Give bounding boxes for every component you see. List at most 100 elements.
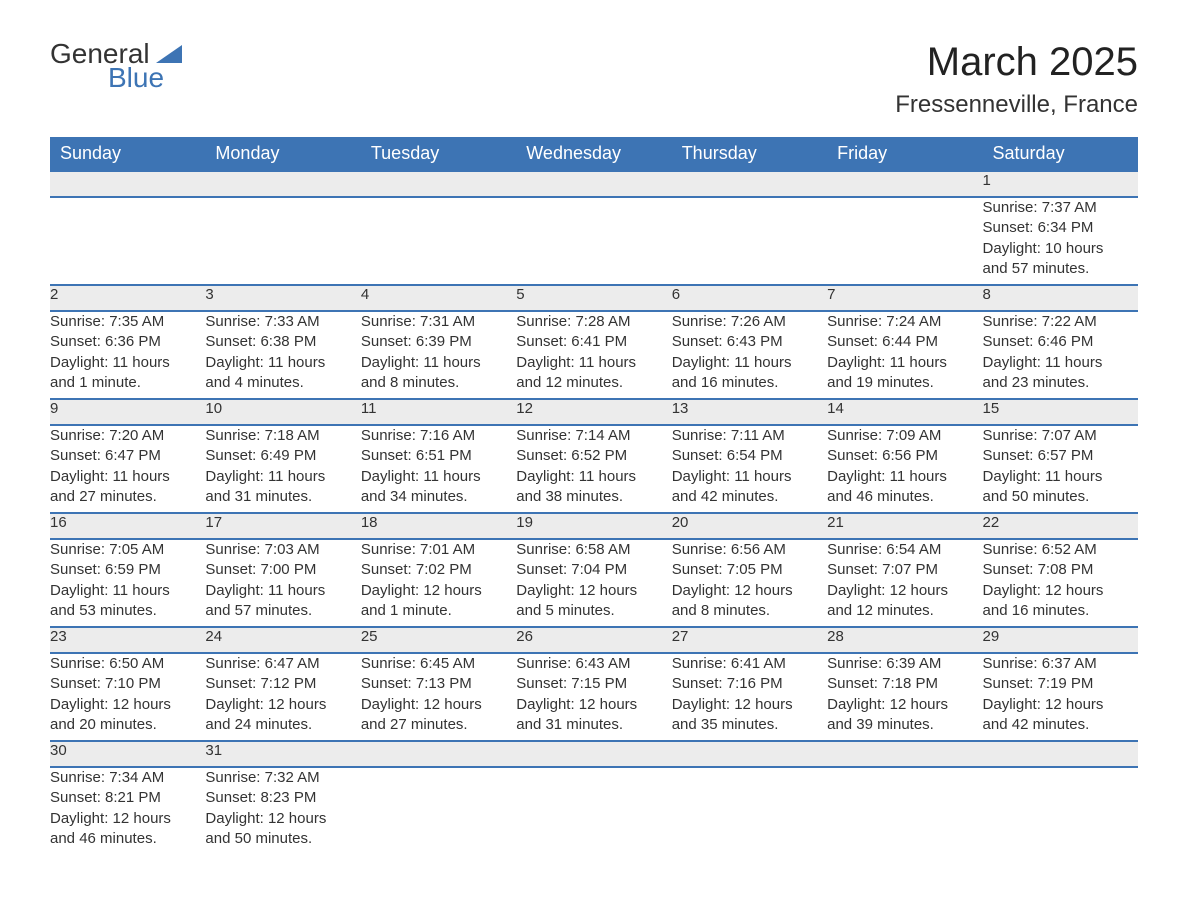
month-title: March 2025 bbox=[895, 40, 1138, 85]
day-number-cell: 17 bbox=[205, 513, 360, 539]
logo-word2: Blue bbox=[108, 64, 164, 92]
day-d1: Daylight: 12 hours bbox=[361, 695, 516, 715]
day-details-cell bbox=[361, 197, 516, 285]
day-number-cell: 9 bbox=[50, 399, 205, 425]
day-ss: Sunset: 6:59 PM bbox=[50, 560, 205, 580]
day-number-cell: 23 bbox=[50, 627, 205, 653]
day-details-cell: Sunrise: 7:32 AMSunset: 8:23 PMDaylight:… bbox=[205, 767, 360, 855]
day-sr: Sunrise: 7:26 AM bbox=[672, 312, 827, 332]
day-number-cell: 24 bbox=[205, 627, 360, 653]
day-sr: Sunrise: 7:32 AM bbox=[205, 768, 360, 788]
day-d1: Daylight: 12 hours bbox=[827, 695, 982, 715]
day-number-cell: 2 bbox=[50, 285, 205, 311]
day-d1: Daylight: 12 hours bbox=[205, 695, 360, 715]
day-d1: Daylight: 11 hours bbox=[983, 467, 1138, 487]
day-number-cell bbox=[516, 171, 671, 197]
day-ss: Sunset: 6:56 PM bbox=[827, 446, 982, 466]
day-ss: Sunset: 7:04 PM bbox=[516, 560, 671, 580]
weekday-header: Saturday bbox=[983, 137, 1138, 171]
day-sr: Sunrise: 6:58 AM bbox=[516, 540, 671, 560]
day-details-cell: Sunrise: 7:07 AMSunset: 6:57 PMDaylight:… bbox=[983, 425, 1138, 513]
day-d2: and 31 minutes. bbox=[516, 715, 671, 735]
day-d1: Daylight: 11 hours bbox=[205, 467, 360, 487]
day-d1: Daylight: 12 hours bbox=[983, 581, 1138, 601]
header: General Blue March 2025 Fressenneville, … bbox=[50, 40, 1138, 119]
day-sr: Sunrise: 7:24 AM bbox=[827, 312, 982, 332]
day-sr: Sunrise: 6:50 AM bbox=[50, 654, 205, 674]
day-details-cell: Sunrise: 7:33 AMSunset: 6:38 PMDaylight:… bbox=[205, 311, 360, 399]
day-ss: Sunset: 7:07 PM bbox=[827, 560, 982, 580]
day-ss: Sunset: 8:21 PM bbox=[50, 788, 205, 808]
day-d1: Daylight: 11 hours bbox=[672, 353, 827, 373]
day-details-cell: Sunrise: 6:47 AMSunset: 7:12 PMDaylight:… bbox=[205, 653, 360, 741]
day-d1: Daylight: 12 hours bbox=[827, 581, 982, 601]
day-d2: and 24 minutes. bbox=[205, 715, 360, 735]
day-d2: and 34 minutes. bbox=[361, 487, 516, 507]
day-details-cell: Sunrise: 7:22 AMSunset: 6:46 PMDaylight:… bbox=[983, 311, 1138, 399]
day-details-cell: Sunrise: 7:18 AMSunset: 6:49 PMDaylight:… bbox=[205, 425, 360, 513]
day-details-cell: Sunrise: 6:43 AMSunset: 7:15 PMDaylight:… bbox=[516, 653, 671, 741]
day-details-cell: Sunrise: 7:14 AMSunset: 6:52 PMDaylight:… bbox=[516, 425, 671, 513]
day-sr: Sunrise: 6:45 AM bbox=[361, 654, 516, 674]
daynum-row: 23242526272829 bbox=[50, 627, 1138, 653]
day-d1: Daylight: 12 hours bbox=[672, 581, 827, 601]
day-details-cell: Sunrise: 7:16 AMSunset: 6:51 PMDaylight:… bbox=[361, 425, 516, 513]
day-sr: Sunrise: 7:33 AM bbox=[205, 312, 360, 332]
day-details-cell: Sunrise: 7:24 AMSunset: 6:44 PMDaylight:… bbox=[827, 311, 982, 399]
day-d1: Daylight: 11 hours bbox=[983, 353, 1138, 373]
daynum-row: 1 bbox=[50, 171, 1138, 197]
day-sr: Sunrise: 7:14 AM bbox=[516, 426, 671, 446]
day-ss: Sunset: 7:12 PM bbox=[205, 674, 360, 694]
day-ss: Sunset: 6:49 PM bbox=[205, 446, 360, 466]
day-number-cell: 28 bbox=[827, 627, 982, 653]
day-ss: Sunset: 7:02 PM bbox=[361, 560, 516, 580]
day-details-cell: Sunrise: 7:31 AMSunset: 6:39 PMDaylight:… bbox=[361, 311, 516, 399]
day-ss: Sunset: 7:00 PM bbox=[205, 560, 360, 580]
weekday-header: Friday bbox=[827, 137, 982, 171]
day-d1: Daylight: 11 hours bbox=[50, 353, 205, 373]
day-number-cell bbox=[205, 171, 360, 197]
day-ss: Sunset: 7:05 PM bbox=[672, 560, 827, 580]
day-sr: Sunrise: 6:41 AM bbox=[672, 654, 827, 674]
day-d2: and 42 minutes. bbox=[983, 715, 1138, 735]
day-sr: Sunrise: 7:22 AM bbox=[983, 312, 1138, 332]
day-number-cell: 13 bbox=[672, 399, 827, 425]
day-d2: and 53 minutes. bbox=[50, 601, 205, 621]
day-number-cell bbox=[361, 171, 516, 197]
day-details-cell bbox=[827, 767, 982, 855]
day-d2: and 1 minute. bbox=[50, 373, 205, 393]
day-details-cell: Sunrise: 6:39 AMSunset: 7:18 PMDaylight:… bbox=[827, 653, 982, 741]
details-row: Sunrise: 7:37 AMSunset: 6:34 PMDaylight:… bbox=[50, 197, 1138, 285]
day-d1: Daylight: 11 hours bbox=[827, 353, 982, 373]
calendar-body: 1Sunrise: 7:37 AMSunset: 6:34 PMDaylight… bbox=[50, 171, 1138, 855]
day-number-cell bbox=[983, 741, 1138, 767]
day-d1: Daylight: 11 hours bbox=[205, 353, 360, 373]
day-d1: Daylight: 11 hours bbox=[205, 581, 360, 601]
details-row: Sunrise: 7:05 AMSunset: 6:59 PMDaylight:… bbox=[50, 539, 1138, 627]
day-ss: Sunset: 6:44 PM bbox=[827, 332, 982, 352]
day-d2: and 20 minutes. bbox=[50, 715, 205, 735]
day-d2: and 27 minutes. bbox=[361, 715, 516, 735]
day-d2: and 8 minutes. bbox=[672, 601, 827, 621]
day-d2: and 8 minutes. bbox=[361, 373, 516, 393]
day-details-cell: Sunrise: 7:05 AMSunset: 6:59 PMDaylight:… bbox=[50, 539, 205, 627]
day-d2: and 35 minutes. bbox=[672, 715, 827, 735]
day-d2: and 12 minutes. bbox=[516, 373, 671, 393]
day-d1: Daylight: 11 hours bbox=[516, 467, 671, 487]
day-sr: Sunrise: 7:05 AM bbox=[50, 540, 205, 560]
day-details-cell bbox=[672, 767, 827, 855]
day-details-cell: Sunrise: 7:37 AMSunset: 6:34 PMDaylight:… bbox=[983, 197, 1138, 285]
day-ss: Sunset: 6:36 PM bbox=[50, 332, 205, 352]
day-d1: Daylight: 11 hours bbox=[361, 353, 516, 373]
day-details-cell: Sunrise: 6:50 AMSunset: 7:10 PMDaylight:… bbox=[50, 653, 205, 741]
day-sr: Sunrise: 7:03 AM bbox=[205, 540, 360, 560]
day-number-cell: 3 bbox=[205, 285, 360, 311]
daynum-row: 9101112131415 bbox=[50, 399, 1138, 425]
day-d1: Daylight: 11 hours bbox=[672, 467, 827, 487]
day-number-cell bbox=[50, 171, 205, 197]
day-d2: and 46 minutes. bbox=[827, 487, 982, 507]
day-details-cell: Sunrise: 7:03 AMSunset: 7:00 PMDaylight:… bbox=[205, 539, 360, 627]
day-number-cell: 22 bbox=[983, 513, 1138, 539]
details-row: Sunrise: 7:20 AMSunset: 6:47 PMDaylight:… bbox=[50, 425, 1138, 513]
day-number-cell: 25 bbox=[361, 627, 516, 653]
